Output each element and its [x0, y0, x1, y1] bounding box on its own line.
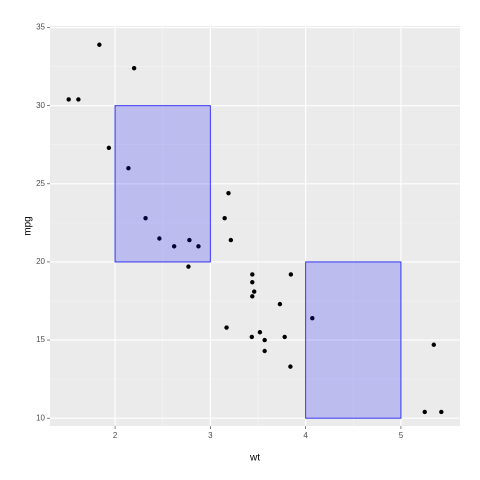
point	[310, 315, 315, 321]
point	[250, 272, 255, 277]
point	[288, 364, 293, 369]
point	[97, 42, 102, 47]
point	[249, 334, 255, 340]
point	[277, 301, 283, 307]
highlight-rect	[305, 261, 402, 419]
point	[226, 190, 231, 196]
point	[171, 244, 177, 249]
point	[431, 342, 436, 347]
point	[439, 409, 444, 415]
point	[257, 330, 263, 335]
point	[76, 97, 81, 102]
point	[250, 294, 255, 299]
point	[186, 264, 191, 269]
y-tick-label: 10	[36, 413, 45, 422]
point	[196, 244, 201, 249]
point	[131, 65, 137, 71]
point	[262, 337, 267, 343]
point	[250, 280, 255, 285]
x-axis-title: wt	[249, 453, 260, 464]
x-tick-label: 5	[399, 431, 404, 440]
y-axis-title: mpg	[23, 216, 34, 235]
y-tick-label: 15	[36, 335, 45, 344]
y-tick-label: 35	[36, 23, 45, 32]
point	[143, 215, 148, 221]
point	[262, 348, 267, 354]
point	[222, 215, 227, 221]
point	[126, 165, 131, 171]
point	[228, 237, 234, 243]
point	[422, 409, 427, 415]
y-tick-label: 25	[36, 179, 45, 188]
point	[106, 145, 112, 151]
point	[187, 237, 192, 243]
point	[224, 325, 229, 330]
x-tick-label: 3	[208, 431, 213, 440]
x-tick-label: 4	[303, 431, 308, 440]
point	[282, 334, 287, 340]
y-tick-label: 30	[36, 101, 45, 110]
point	[288, 272, 294, 277]
x-tick-label: 2	[113, 431, 118, 440]
y-tick-label: 20	[36, 257, 45, 266]
point	[157, 236, 162, 241]
point	[251, 289, 257, 294]
highlight-rect	[114, 105, 211, 263]
panel	[50, 26, 460, 426]
point	[66, 97, 71, 102]
